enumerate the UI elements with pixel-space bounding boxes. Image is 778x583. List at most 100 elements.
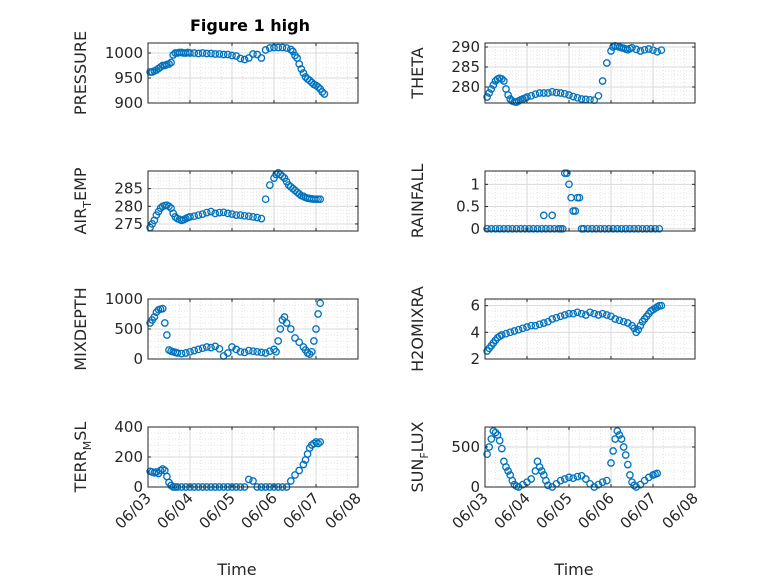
data-point — [240, 211, 249, 220]
data-point — [295, 338, 304, 347]
data-point — [630, 224, 638, 233]
data-point — [211, 342, 220, 351]
data-point — [518, 324, 527, 333]
data-point — [552, 88, 561, 97]
data-point — [516, 224, 525, 233]
data-point — [529, 224, 538, 233]
data-point — [630, 324, 638, 333]
data-point — [657, 301, 666, 310]
data-point — [565, 180, 573, 189]
data-point — [228, 210, 236, 218]
data-point — [636, 47, 645, 55]
data-point — [307, 347, 316, 356]
data-point — [607, 47, 615, 55]
data-point — [596, 224, 605, 233]
data-point — [636, 321, 645, 330]
data-point — [282, 44, 291, 52]
data-point — [228, 51, 236, 60]
data-point — [573, 93, 582, 102]
data-point — [497, 331, 506, 339]
data-point — [647, 224, 655, 233]
data-point — [544, 481, 552, 490]
data-point — [236, 211, 245, 219]
data-point — [621, 224, 630, 233]
data-point — [644, 45, 653, 53]
data-point — [575, 193, 584, 202]
data-point — [613, 427, 622, 435]
data-point — [223, 209, 232, 218]
data-point — [186, 49, 194, 57]
data-point — [563, 169, 571, 178]
y-axis-label: PRESSURE — [71, 31, 90, 115]
subplot-mixdepth: 0 500 1000 MIXDEPTH — [71, 287, 359, 371]
y-tick-label: 400 — [114, 418, 143, 436]
data-point — [163, 331, 171, 339]
y-tick-label: 285 — [451, 58, 480, 76]
data-point — [232, 211, 241, 219]
data-point — [158, 304, 167, 313]
data-point — [316, 299, 325, 308]
axes-box — [484, 42, 696, 104]
data-point — [556, 89, 565, 97]
data-point — [202, 208, 211, 217]
data-point — [510, 327, 519, 335]
data-point — [211, 50, 220, 58]
data-point — [215, 344, 224, 353]
data-point — [598, 478, 607, 487]
data-point — [265, 44, 274, 52]
data-point — [634, 224, 643, 233]
data-point — [487, 224, 496, 233]
data-point — [316, 438, 325, 446]
series-h2omixra — [483, 301, 666, 355]
data-point — [504, 91, 512, 99]
y-tick-label: 1000 — [105, 44, 143, 62]
data-point — [257, 348, 266, 357]
data-point — [506, 328, 515, 337]
data-point — [236, 347, 245, 356]
data-point — [602, 59, 611, 67]
y-axis-label: AIRTEMP — [71, 167, 94, 234]
data-point — [190, 346, 199, 355]
data-point — [609, 447, 617, 455]
data-point — [314, 310, 322, 318]
data-point — [253, 213, 262, 222]
data-point — [483, 93, 491, 101]
y-axis-label: RAINFALL — [408, 164, 427, 239]
data-point — [619, 443, 628, 451]
figure-title: Figure 1 high — [190, 16, 310, 35]
series-rainfall — [483, 169, 664, 233]
data-point — [186, 213, 194, 221]
y-tick-label: 285 — [114, 180, 143, 198]
data-point — [236, 54, 245, 63]
data-point — [278, 172, 287, 181]
data-point — [602, 476, 611, 485]
data-point — [611, 315, 620, 323]
data-point — [244, 54, 253, 62]
data-point — [609, 224, 617, 233]
data-point — [598, 309, 607, 318]
y-tick-label: 6 — [470, 297, 480, 315]
data-point — [508, 476, 517, 485]
data-point — [552, 313, 561, 322]
data-point — [653, 47, 662, 56]
data-point — [219, 208, 228, 217]
data-point — [489, 427, 498, 435]
data-point — [640, 45, 649, 54]
y-tick-label: 0 — [133, 350, 143, 368]
series-air_temp — [146, 168, 325, 232]
data-point — [617, 224, 626, 233]
data-point — [257, 54, 266, 62]
y-tick-label: 950 — [114, 69, 143, 87]
data-point — [502, 329, 510, 338]
data-point — [560, 475, 569, 483]
data-point — [232, 345, 241, 354]
data-point — [274, 43, 283, 52]
data-point — [537, 224, 546, 233]
data-point — [240, 348, 249, 357]
data-point — [194, 211, 203, 219]
data-point — [316, 195, 325, 204]
data-point — [569, 92, 578, 101]
data-point — [240, 55, 249, 64]
x-axis-label: Time — [553, 560, 593, 579]
